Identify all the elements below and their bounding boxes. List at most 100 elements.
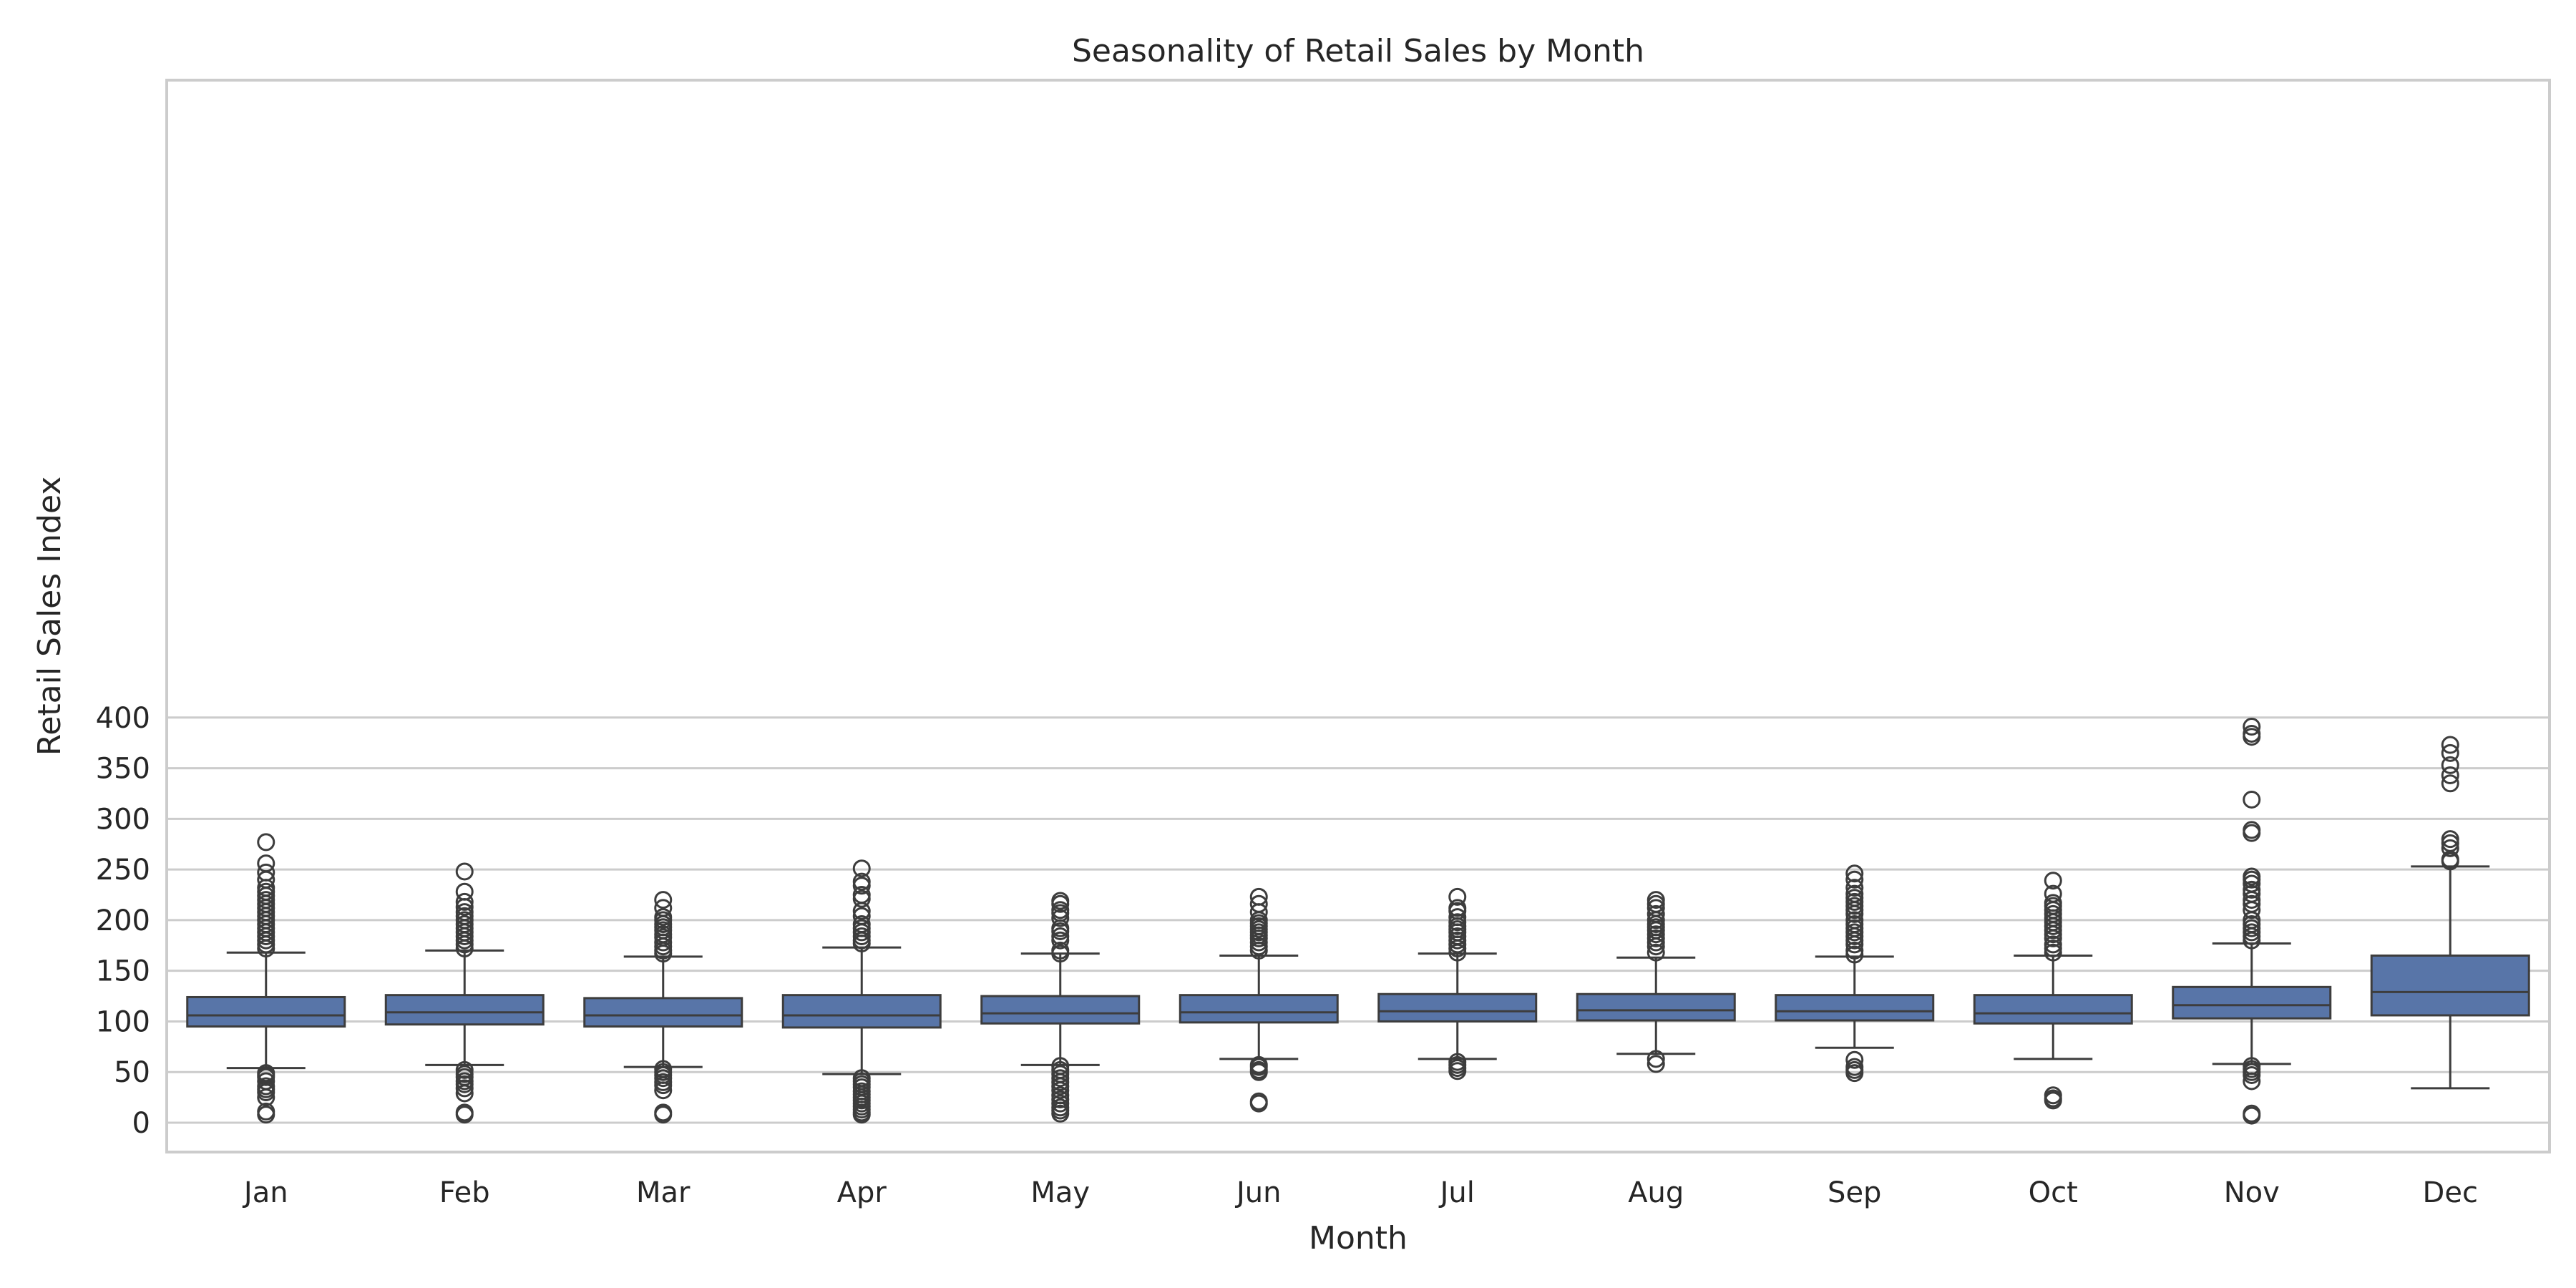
outlier-point — [2044, 872, 2062, 890]
iqr-box — [1179, 994, 1339, 1024]
outlier-point — [2243, 824, 2261, 842]
y-axis-label: Retail Sales Index — [31, 477, 68, 756]
box-mar — [583, 891, 743, 1124]
x-axis-label: Month — [1309, 1220, 1407, 1257]
iqr-box — [1576, 992, 1736, 1022]
box-feb — [384, 862, 545, 1124]
gridlines — [167, 716, 2550, 1124]
outlier-point — [852, 902, 871, 920]
box-may — [980, 892, 1141, 1123]
outlier-point — [1249, 1094, 1268, 1113]
iqr-box — [583, 997, 743, 1028]
outlier-point — [654, 891, 673, 909]
box-dec — [2370, 736, 2530, 1090]
outlier-point — [1845, 945, 1864, 964]
outlier-point — [654, 1081, 673, 1100]
outlier-point — [2243, 790, 2261, 809]
outlier-point — [1051, 945, 1070, 963]
outlier-point — [1051, 922, 1070, 940]
box-oct — [1973, 872, 2133, 1110]
box-jun — [1179, 887, 1339, 1113]
outlier-point — [654, 945, 673, 963]
box-apr — [781, 859, 942, 1124]
x-tick-label: May — [1030, 1176, 1090, 1209]
outlier-point — [1845, 1064, 1864, 1083]
y-tick-label: 300 — [96, 803, 150, 836]
outlier-point — [852, 859, 871, 878]
outlier-point — [2441, 743, 2459, 762]
iqr-box — [186, 995, 346, 1028]
outlier-point — [1845, 904, 1864, 923]
outlier-point — [2243, 1065, 2261, 1084]
outlier-point — [257, 833, 275, 852]
outlier-point — [1646, 937, 1665, 956]
y-tick-label: 100 — [96, 1005, 150, 1038]
y-tick-label: 250 — [96, 854, 150, 887]
x-tick-label: Nov — [2224, 1176, 2280, 1209]
outlier-point — [2441, 766, 2459, 784]
x-tick-label: Jun — [1234, 1176, 1282, 1209]
outlier-point — [455, 862, 474, 881]
outlier-point — [455, 940, 474, 958]
outlier-point — [2441, 839, 2459, 857]
outlier-point — [1845, 864, 1864, 883]
x-tick-label: Aug — [1628, 1176, 1684, 1209]
x-tick-label: Oct — [2029, 1176, 2078, 1209]
plot-frame — [165, 79, 2551, 1153]
outlier-point — [2441, 774, 2459, 793]
boxes — [186, 718, 2530, 1125]
y-tick-label: 200 — [96, 904, 150, 937]
outlier-point — [2441, 756, 2459, 774]
x-tick-label: Dec — [2423, 1176, 2478, 1209]
x-tick-label: Feb — [439, 1176, 490, 1209]
iqr-box — [2370, 954, 2530, 1017]
iqr-box — [1775, 994, 1935, 1022]
y-tick-label: 400 — [96, 702, 150, 735]
outlier-point — [1051, 909, 1070, 927]
outlier-point — [1249, 1063, 1268, 1081]
tick-labels: 0 50 100 150 200 250 300 350 400 Jan Feb Mar Apr May J… — [96, 702, 2478, 1209]
x-tick-label: Mar — [636, 1176, 691, 1209]
outlier-point — [1845, 870, 1864, 889]
y-tick-label: 350 — [96, 753, 150, 786]
box-sep — [1775, 864, 1935, 1083]
outlier-point — [1051, 1104, 1070, 1123]
outlier-point — [1448, 1062, 1467, 1080]
outlier-point — [455, 892, 474, 911]
iqr-box — [1377, 992, 1538, 1023]
outlier-point — [1646, 1050, 1665, 1068]
outlier-point — [2044, 1091, 2062, 1110]
outlier-point — [1845, 935, 1864, 954]
outlier-point — [852, 1106, 871, 1124]
outlier-point — [2243, 901, 2261, 919]
outlier-point — [2243, 1072, 2261, 1091]
outlier-point — [654, 1076, 673, 1095]
outlier-point — [1646, 1055, 1665, 1073]
x-tick-label: Sep — [1828, 1176, 1881, 1209]
outlier-point — [2243, 728, 2261, 746]
outlier-point — [455, 1079, 474, 1098]
y-tick-label: 0 — [132, 1107, 150, 1140]
outlier-point — [1845, 879, 1864, 897]
x-tick-label: Apr — [837, 1176, 887, 1209]
outlier-point — [852, 934, 871, 952]
box-nov — [2172, 718, 2332, 1125]
x-tick-label: Jul — [1438, 1176, 1475, 1209]
box-jul — [1377, 887, 1538, 1080]
outlier-point — [1249, 941, 1268, 960]
outlier-point — [2243, 1106, 2261, 1125]
outlier-point — [455, 897, 474, 916]
outlier-point — [1448, 887, 1467, 906]
outlier-point — [1448, 943, 1467, 962]
outlier-point — [852, 877, 871, 895]
outlier-point — [2044, 943, 2062, 962]
iqr-box — [2172, 985, 2332, 1020]
iqr-box — [980, 995, 1141, 1025]
chart-title: Seasonality of Retail Sales by Month — [1072, 33, 1644, 69]
box-jan — [186, 833, 346, 1124]
iqr-box — [781, 994, 942, 1029]
y-tick-label: 50 — [114, 1056, 150, 1089]
outlier-point — [852, 889, 871, 908]
